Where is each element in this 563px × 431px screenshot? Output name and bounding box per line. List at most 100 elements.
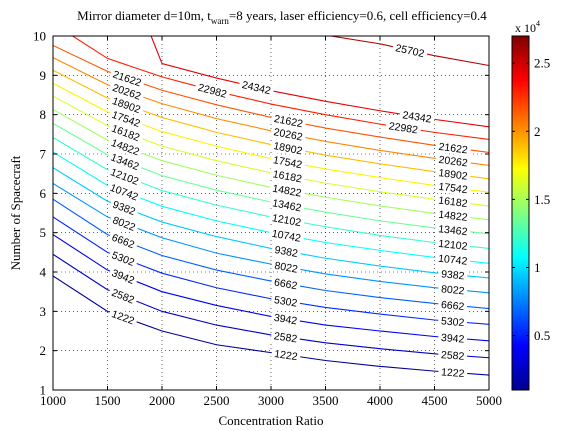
contour-label-text: 17542 bbox=[272, 154, 303, 171]
contour-label-gap bbox=[268, 181, 306, 200]
contour-label-text: 20262 bbox=[438, 154, 469, 170]
contour-label-text: 24342 bbox=[402, 109, 433, 125]
contour-label-1222: 1222 bbox=[270, 346, 302, 363]
contour-label-text: 16182 bbox=[438, 195, 469, 210]
y-tick-label: 1 bbox=[40, 383, 47, 398]
contour-label-20262: 20262 bbox=[435, 152, 472, 170]
contour-label-20262: 20262 bbox=[269, 124, 307, 144]
contour-label-gap bbox=[270, 111, 307, 131]
contour-label-text: 3942 bbox=[273, 312, 298, 328]
y-tick-label: 9 bbox=[40, 68, 47, 83]
contour-label-gap bbox=[271, 242, 302, 260]
contour-label-gap bbox=[107, 306, 139, 328]
colorbar-exponent: 4 bbox=[536, 19, 540, 28]
contour-label-gap bbox=[434, 179, 472, 196]
y-tick-label: 5 bbox=[40, 225, 47, 240]
x-tick-label: 1000 bbox=[40, 393, 66, 408]
chart-title-rest: =8 years, laser efficiency=0.6, cell eff… bbox=[229, 8, 487, 23]
contour-label-text: 1222 bbox=[441, 366, 465, 380]
contour-label-gap bbox=[270, 275, 302, 292]
contour-label-gap bbox=[107, 247, 139, 270]
contour-label-text: 21622 bbox=[438, 141, 469, 157]
contour-label-18902: 18902 bbox=[434, 165, 472, 183]
contour-label-gap bbox=[107, 107, 145, 131]
contour-label-1222: 1222 bbox=[438, 365, 468, 380]
contour-label-gap bbox=[269, 166, 306, 186]
x-tick-label: 1500 bbox=[95, 393, 121, 408]
contour-label-text: 13462 bbox=[438, 223, 468, 238]
contour-label-text: 13462 bbox=[271, 197, 302, 214]
contour-label-text: 16182 bbox=[272, 168, 303, 185]
contour-label-gap bbox=[269, 152, 307, 172]
contour-label-gap bbox=[437, 348, 468, 363]
contour-label-text: 5302 bbox=[441, 315, 465, 329]
contour-label-24342: 24342 bbox=[398, 107, 436, 126]
contour-label-gap bbox=[438, 365, 468, 380]
y-axis-label: Number of Spacecraft bbox=[8, 155, 23, 270]
contour-label-9382: 9382 bbox=[437, 267, 468, 282]
contour-label-gap bbox=[269, 124, 307, 144]
contour-label-gap bbox=[437, 314, 468, 329]
contour-label-gap bbox=[106, 149, 144, 174]
contour-label-text: 3942 bbox=[441, 332, 465, 346]
contour-label-10742: 10742 bbox=[434, 251, 471, 268]
contour-label-gap bbox=[398, 107, 436, 126]
x-axis-label: Concentration Ratio bbox=[218, 413, 323, 428]
contour-label-text: 14822 bbox=[272, 183, 303, 200]
y-tick-label: 8 bbox=[40, 107, 47, 122]
y-tick-label: 7 bbox=[40, 147, 47, 162]
contour-label-gap bbox=[385, 119, 422, 137]
x-tick-label: 4000 bbox=[367, 393, 393, 408]
y-tick-label: 3 bbox=[40, 304, 47, 319]
contour-label-17542: 17542 bbox=[434, 179, 472, 196]
colorbar-exponent-label: x 104 bbox=[515, 19, 540, 35]
contour-label-2582: 2582 bbox=[437, 348, 468, 363]
contour-label-gap bbox=[106, 164, 144, 189]
contour-label-text: 22982 bbox=[388, 120, 419, 136]
contour-label-5302: 5302 bbox=[437, 314, 468, 329]
chart-title-main: Mirror diameter d=10m, t bbox=[77, 8, 211, 23]
contour-label-text: 18902 bbox=[272, 140, 303, 157]
chart-title-subscript: warn bbox=[211, 16, 229, 26]
y-tick-label: 4 bbox=[40, 265, 47, 280]
contour-label-text: 10742 bbox=[271, 228, 302, 245]
x-axis-ticks: 1000 1500 2000 2500 3000 3500 4000 4500 5000 bbox=[40, 36, 502, 408]
contour-label-gap bbox=[435, 139, 472, 157]
contour-label-6662: 6662 bbox=[437, 297, 468, 313]
contour-label-text: 10742 bbox=[438, 253, 468, 268]
contour-label-text: 17542 bbox=[438, 181, 469, 196]
contour-label-text: 9382 bbox=[274, 244, 299, 260]
contour-label-text: 5302 bbox=[273, 294, 298, 310]
contour-label-gap bbox=[270, 329, 301, 345]
contour-label-16182: 16182 bbox=[269, 166, 306, 186]
contour-label-gap bbox=[434, 165, 472, 183]
colorbar-ticks: 0.5 1 1.5 2 2.5 bbox=[512, 56, 550, 343]
contour-label-gap bbox=[434, 207, 472, 224]
contour-label-gap bbox=[106, 135, 144, 159]
colorbar-exponent-base: x 10 bbox=[515, 21, 536, 35]
contour-label-9382: 9382 bbox=[271, 242, 302, 260]
x-tick-label: 3500 bbox=[313, 393, 339, 408]
colorbar-tick-label: 2 bbox=[534, 124, 541, 139]
contour-label-21622: 21622 bbox=[435, 139, 472, 157]
contour-label-gap bbox=[434, 222, 471, 238]
contour-label-text: 21622 bbox=[273, 113, 304, 130]
contour-label-3942: 3942 bbox=[270, 310, 301, 328]
y-tick-label: 6 bbox=[40, 186, 47, 201]
y-tick-label: 10 bbox=[33, 29, 46, 44]
contour-label-gap bbox=[270, 346, 302, 363]
contour-label-gap bbox=[108, 93, 145, 117]
contour-label-gap bbox=[269, 138, 307, 158]
contour-label-text: 8022 bbox=[274, 260, 299, 276]
contour-label-5302: 5302 bbox=[270, 292, 301, 310]
contour-label-text: 12102 bbox=[438, 238, 468, 253]
contour-label-gap bbox=[108, 196, 140, 219]
contour-label-text: 18902 bbox=[438, 167, 469, 183]
contour-label-14822: 14822 bbox=[434, 207, 472, 224]
colorbar-tick-label: 1.5 bbox=[534, 192, 550, 207]
contour-label-text: 20262 bbox=[273, 126, 304, 143]
contour-label-gap bbox=[391, 40, 429, 60]
contour-label-gap bbox=[268, 210, 305, 229]
contour-label-gap bbox=[107, 265, 139, 288]
contour-label-gap bbox=[270, 258, 302, 276]
